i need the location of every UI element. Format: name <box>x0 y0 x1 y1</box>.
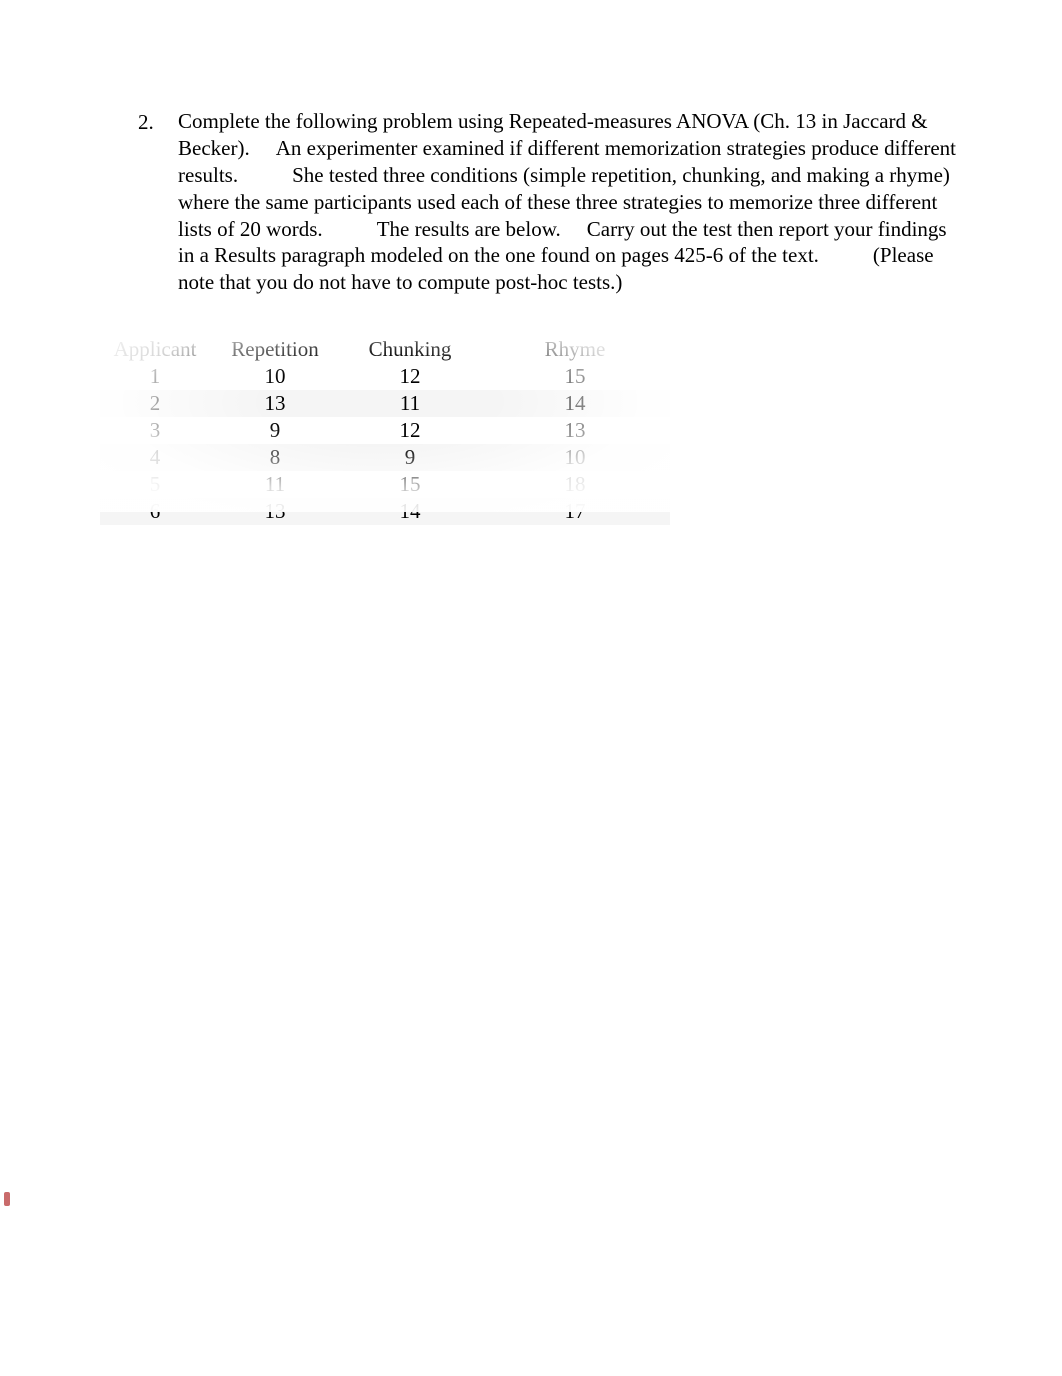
table-row: 5 11 15 18 <box>100 471 670 498</box>
cell-chunking: 9 <box>340 444 480 471</box>
col-header-repetition: Repetition <box>210 336 340 363</box>
margin-marker-icon <box>4 1192 10 1206</box>
cell-applicant: 5 <box>100 471 210 498</box>
cell-repetition: 11 <box>210 471 340 498</box>
question-block: 2. Complete the following problem using … <box>138 108 958 296</box>
cell-applicant: 1 <box>100 363 210 390</box>
cell-repetition: 10 <box>210 363 340 390</box>
cell-repetition: 9 <box>210 417 340 444</box>
col-header-rhyme: Rhyme <box>480 336 670 363</box>
cell-rhyme: 17 <box>480 498 670 525</box>
data-table: Applicant Repetition Chunking Rhyme 1 10… <box>100 336 670 525</box>
table-header-row: Applicant Repetition Chunking Rhyme <box>100 336 670 363</box>
question-text: Complete the following problem using Rep… <box>168 108 958 296</box>
cell-applicant: 3 <box>100 417 210 444</box>
cell-rhyme: 13 <box>480 417 670 444</box>
col-header-applicant: Applicant <box>100 336 210 363</box>
cell-rhyme: 14 <box>480 390 670 417</box>
col-header-chunking: Chunking <box>340 336 480 363</box>
cell-chunking: 15 <box>340 471 480 498</box>
cell-repetition: 13 <box>210 498 340 525</box>
document-content: 2. Complete the following problem using … <box>138 108 958 525</box>
cell-chunking: 11 <box>340 390 480 417</box>
cell-rhyme: 18 <box>480 471 670 498</box>
cell-applicant: 2 <box>100 390 210 417</box>
question-number: 2. <box>138 108 168 135</box>
cell-applicant: 6 <box>100 498 210 525</box>
cell-repetition: 13 <box>210 390 340 417</box>
cell-applicant: 4 <box>100 444 210 471</box>
cell-chunking: 14 <box>340 498 480 525</box>
cell-chunking: 12 <box>340 363 480 390</box>
data-table-wrapper: Applicant Repetition Chunking Rhyme 1 10… <box>100 336 670 525</box>
table-row: 3 9 12 13 <box>100 417 670 444</box>
question-part-4: The results are below. <box>377 217 561 241</box>
cell-rhyme: 15 <box>480 363 670 390</box>
cell-rhyme: 10 <box>480 444 670 471</box>
cell-chunking: 12 <box>340 417 480 444</box>
cell-repetition: 8 <box>210 444 340 471</box>
table-row: 6 13 14 17 <box>100 498 670 525</box>
table-row: 2 13 11 14 <box>100 390 670 417</box>
table-row: 4 8 9 10 <box>100 444 670 471</box>
table-row: 1 10 12 15 <box>100 363 670 390</box>
